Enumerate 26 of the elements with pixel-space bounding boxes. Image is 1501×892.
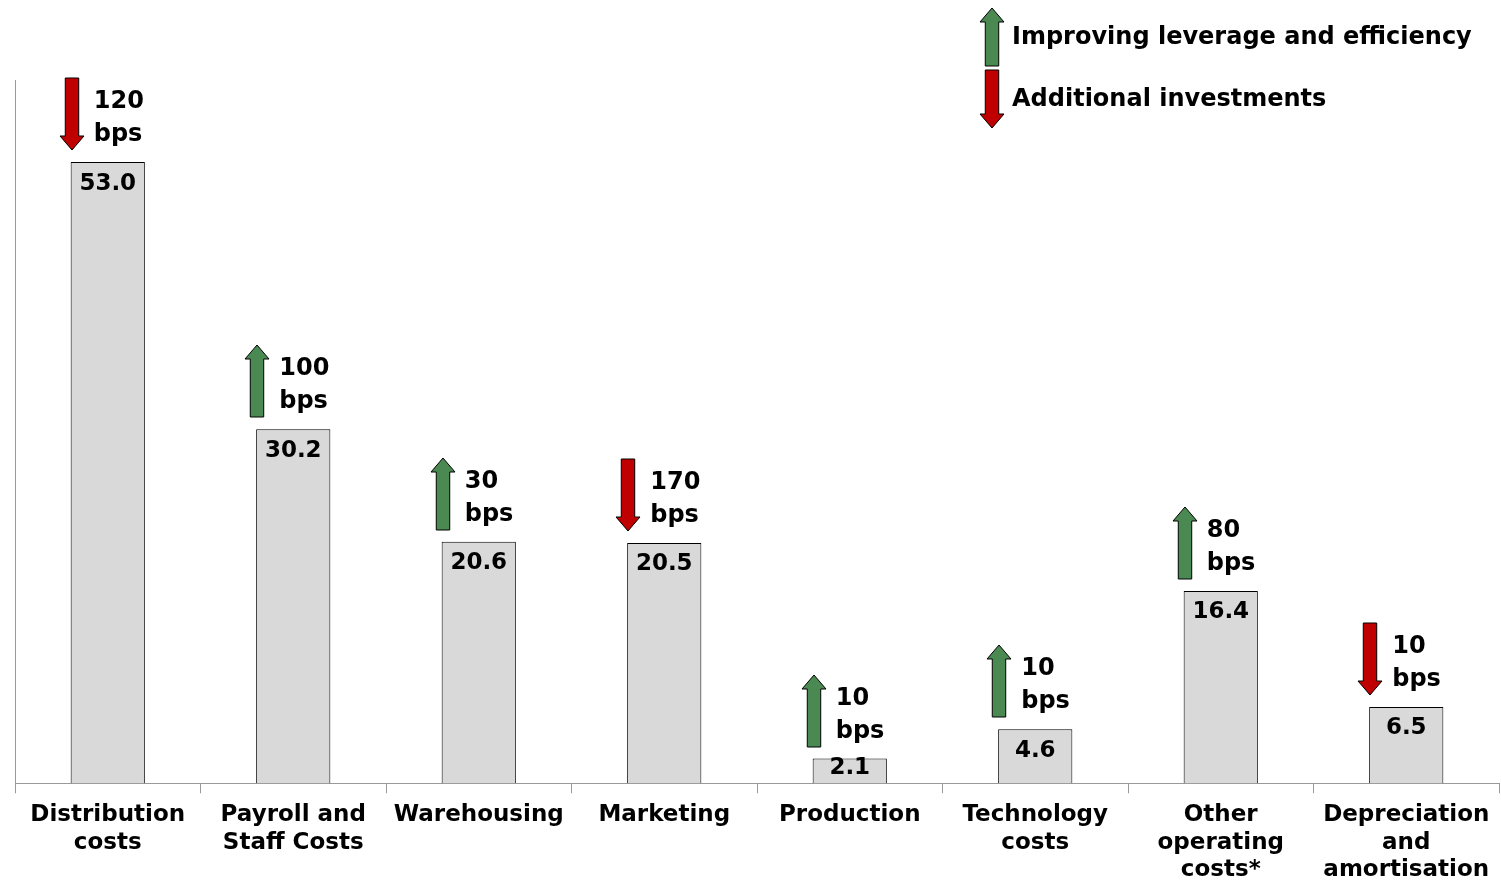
data-label: 53.0 bbox=[79, 168, 137, 195]
annotation: 80 bps bbox=[1206, 514, 1257, 578]
annotation: 170 bps bbox=[650, 465, 702, 530]
annotation: 10 bps bbox=[1021, 652, 1071, 717]
text: Improving leverage and efficiency bbox=[1012, 22, 1472, 50]
x-tick-label: Other operating costs* bbox=[1157, 799, 1284, 882]
x-tick-label: Payroll and Staff Costs bbox=[220, 799, 366, 854]
annotation: 10 bps bbox=[835, 681, 886, 746]
x-tick-label: Production bbox=[778, 799, 921, 826]
data-label: 30.2 bbox=[264, 435, 322, 462]
annotation: 120 bps bbox=[93, 85, 145, 150]
data-label: 20.5 bbox=[635, 549, 693, 576]
data-label: 20.6 bbox=[450, 548, 508, 575]
data-label: 16.4 bbox=[1192, 597, 1250, 624]
x-tick-label: Marketing bbox=[598, 799, 731, 826]
x-tick-label: Depreciation and amortisation bbox=[1323, 799, 1490, 882]
x-tick-label: Warehousing bbox=[393, 799, 564, 826]
annotation: 10 bps bbox=[1392, 630, 1442, 694]
data-label: 2.1 bbox=[829, 753, 871, 780]
data-label: 6.5 bbox=[1385, 713, 1427, 740]
x-tick-label: Distribution costs bbox=[30, 799, 186, 854]
x-tick-label: Technology costs bbox=[962, 799, 1109, 854]
annotation: 100 bps bbox=[279, 352, 331, 417]
annotation: 30 bps bbox=[464, 464, 515, 529]
text: Additional investments bbox=[1012, 84, 1327, 112]
data-label: 4.6 bbox=[1014, 735, 1056, 762]
